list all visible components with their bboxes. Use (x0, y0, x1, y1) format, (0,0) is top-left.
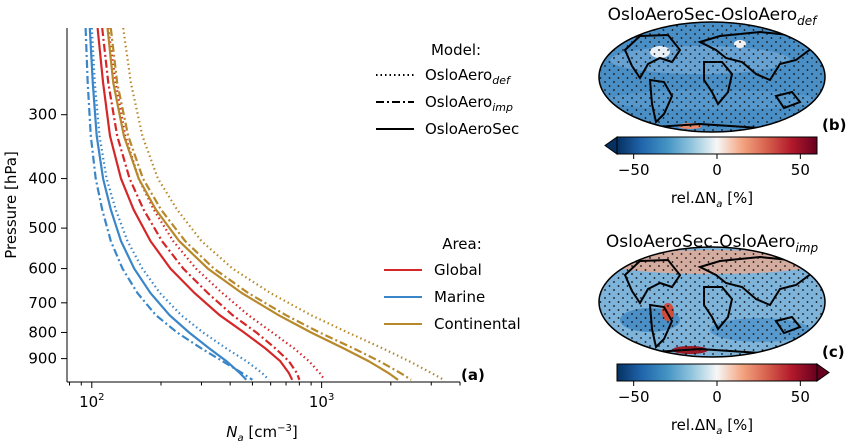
series-line-global-osloaerosec (96, 28, 294, 381)
series-line-global-osloaero-imp (101, 28, 301, 381)
colorbar-label-b: rel.ΔNa [%] (671, 189, 753, 210)
map-title-b: OsloAeroSec-OsloAerodef (608, 5, 819, 28)
y-tick-label: 700 (28, 294, 57, 312)
colorbar-b: −50 0 50 (604, 136, 818, 179)
series-layer (84, 28, 445, 381)
area-legend-title: Area: (442, 235, 482, 253)
map-title-c: OsloAeroSec-OsloAeroimp (606, 232, 819, 255)
y-tick-label: 500 (28, 219, 57, 237)
series-line-marine-osloaero-def (90, 28, 270, 381)
model-legend: Model: OsloAerodef OsloAeroimp OsloAeroSec (376, 41, 519, 138)
series-line-marine-osloaero-imp (84, 28, 254, 381)
y-tick-label: 800 (28, 323, 57, 341)
y-tick-label: 400 (28, 170, 57, 188)
x-axis-label: Na [cm−3] (226, 423, 297, 442)
globe-outline-b (598, 21, 826, 133)
panel-label-b: (b) (822, 116, 846, 134)
colorbar-extend-arrow (604, 136, 618, 155)
series-line-marine-osloaerosec (88, 28, 248, 381)
panel-label-a: (a) (461, 366, 485, 384)
globe-map-c (599, 247, 825, 357)
colorbar-tick-label: −50 (618, 388, 650, 406)
colorbar-tick-label: 50 (791, 161, 810, 179)
colorbar-gradient (616, 363, 818, 382)
x-tick-label: 102 (79, 392, 104, 411)
model-legend-title: Model: (431, 41, 481, 59)
area-legend-label: Marine (434, 288, 485, 306)
area-legend-label: Continental (434, 315, 521, 333)
y-axis-label: Pressure [hPa] (2, 151, 20, 259)
y-tick-label: 300 (28, 106, 57, 124)
y-ticks: 300 400 500 600 700 800 900 (28, 106, 67, 368)
colorbar-tick-label: 50 (791, 388, 810, 406)
area-legend-label: Global (434, 261, 482, 279)
model-legend-label: OsloAerodef (425, 66, 512, 87)
x-tick-label: 103 (309, 392, 334, 411)
colorbar-gradient (616, 136, 818, 155)
colorbar-extend-arrow (816, 363, 830, 382)
series-line-continental-osloaero-def (122, 28, 445, 381)
colorbar-c: −50 0 50 (616, 363, 830, 406)
y-tick-label: 600 (28, 260, 57, 278)
model-legend-label: OsloAeroimp (425, 93, 513, 114)
y-tick-label: 900 (28, 350, 57, 368)
globe-map-b (599, 22, 825, 132)
series-line-global-osloaero-def (107, 28, 326, 381)
series-line-continental-osloaerosec (106, 28, 399, 381)
globe-outline-c (598, 246, 826, 358)
colorbar-tick-label: −50 (618, 161, 650, 179)
colorbar-tick-label: 0 (712, 161, 722, 179)
profile-panel: 102 103 300 400 500 600 700 800 900 Pressure [h… (2, 28, 521, 442)
model-legend-label: OsloAeroSec (425, 120, 519, 138)
area-legend: Area: Global Marine Continental (384, 235, 521, 333)
colorbar-tick-label: 0 (712, 388, 722, 406)
axes-layer (66, 28, 460, 383)
map-panel-c: OsloAeroSec-OsloAeroimp (c) −50 0 50 rel.Δ… (598, 232, 845, 437)
series-line-continental-osloaero-imp (109, 28, 412, 381)
map-panel-b: OsloAeroSec-OsloAerodef (b) −50 0 50 rel.Δ… (598, 5, 846, 210)
panel-label-c: (c) (822, 343, 845, 361)
colorbar-label-c: rel.ΔNa [%] (671, 416, 753, 437)
x-ticks: 102 103 (69, 382, 461, 411)
